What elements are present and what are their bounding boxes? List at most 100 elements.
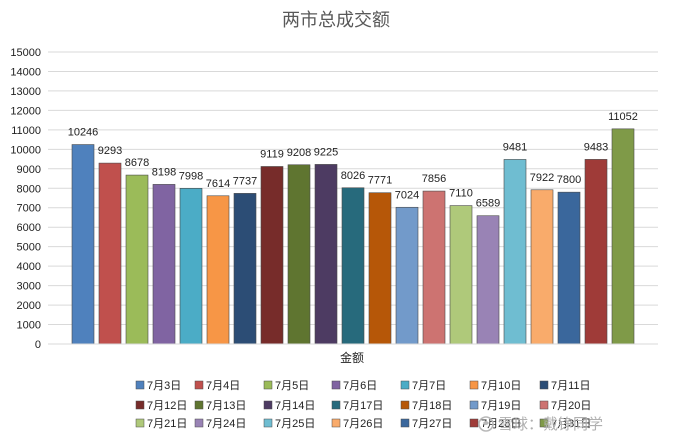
legend-label: 7月7日 bbox=[412, 380, 446, 392]
legend-swatch bbox=[135, 380, 145, 390]
bar bbox=[152, 184, 176, 345]
bar bbox=[125, 174, 149, 345]
legend-item: 7月13日 bbox=[194, 400, 246, 412]
y-tick-label: 11000 bbox=[11, 125, 41, 137]
legend-item: 7月27日 bbox=[400, 418, 452, 430]
snowball-logo-icon bbox=[478, 416, 494, 432]
bar bbox=[314, 164, 338, 345]
data-label: 9481 bbox=[503, 141, 527, 153]
legend-item: 7月6日 bbox=[331, 380, 377, 392]
data-label: 7800 bbox=[557, 174, 581, 186]
legend-swatch bbox=[135, 400, 145, 410]
bar bbox=[611, 128, 635, 345]
legend-swatch bbox=[400, 400, 410, 410]
legend-swatch bbox=[400, 380, 410, 390]
legend-label: 7月5日 bbox=[275, 380, 309, 392]
y-tick-label: 4000 bbox=[17, 261, 41, 273]
legend-swatch bbox=[194, 380, 204, 390]
legend-label: 7月18日 bbox=[412, 400, 452, 412]
bars bbox=[71, 128, 635, 345]
data-label: 10246 bbox=[68, 127, 99, 139]
y-tick-label: 8000 bbox=[17, 183, 41, 195]
data-label: 7856 bbox=[422, 173, 446, 185]
data-label: 8198 bbox=[152, 166, 176, 178]
legend-item: 7月31日 bbox=[539, 418, 591, 430]
chart-title: 两市总成交额 bbox=[282, 10, 390, 31]
data-label: 7771 bbox=[368, 175, 392, 187]
legend-swatch bbox=[539, 380, 549, 390]
data-label: 9483 bbox=[584, 141, 608, 153]
bar bbox=[98, 162, 122, 345]
legend-item: 7月5日 bbox=[263, 380, 309, 392]
legend-item: 7月4日 bbox=[194, 380, 240, 392]
y-tick-label: 0 bbox=[35, 339, 41, 351]
bar bbox=[206, 195, 230, 345]
y-tick-label: 10000 bbox=[10, 144, 41, 156]
legend-label: 7月13日 bbox=[206, 400, 246, 412]
data-label: 7998 bbox=[179, 170, 203, 182]
data-label: 7737 bbox=[233, 175, 257, 187]
legend-label: 7月26日 bbox=[343, 418, 383, 430]
y-tick-label: 2000 bbox=[17, 300, 41, 312]
legend-item: 7月14日 bbox=[263, 400, 315, 412]
legend-label: 7月6日 bbox=[343, 380, 377, 392]
data-label: 6589 bbox=[476, 198, 500, 210]
y-tick-label: 15000 bbox=[10, 47, 41, 59]
legend-item: 7月10日 bbox=[469, 380, 521, 392]
legend-swatch bbox=[263, 380, 273, 390]
legend-label: 7月12日 bbox=[147, 400, 187, 412]
legend-item: 7月24日 bbox=[194, 418, 246, 430]
legend-item: 7月26日 bbox=[331, 418, 383, 430]
y-tick-label: 3000 bbox=[17, 281, 41, 293]
legend-item: 7月11日 bbox=[539, 380, 591, 392]
legend-item: 7月12日 bbox=[135, 400, 187, 412]
data-label: 8678 bbox=[125, 157, 149, 169]
bar bbox=[503, 159, 527, 345]
legend: 7月3日 7月4日 7月5日 7月6日 7月7日 7月10日 7月11日 7月12日 7月13日… bbox=[135, 380, 591, 430]
y-tick-label: 13000 bbox=[10, 86, 41, 98]
y-tick-label: 1000 bbox=[17, 320, 41, 332]
legend-swatch bbox=[194, 400, 204, 410]
legend-label: 7月3日 bbox=[147, 380, 181, 392]
legend-item: 7月17日 bbox=[331, 400, 383, 412]
bar bbox=[287, 164, 311, 345]
bar bbox=[422, 190, 446, 345]
data-label: 11052 bbox=[608, 111, 638, 123]
bar bbox=[530, 189, 554, 345]
bar bbox=[260, 166, 284, 345]
bar bbox=[476, 215, 500, 345]
y-axis-ticks: 0 1000 2000 3000 4000 5000 6000 7000 8000 9000 100… bbox=[10, 47, 41, 351]
bar bbox=[557, 191, 581, 345]
legend-label: 7月10日 bbox=[481, 380, 521, 392]
legend-item: 7月7日 bbox=[400, 380, 446, 392]
bar bbox=[341, 187, 365, 345]
data-label: 7110 bbox=[449, 188, 473, 200]
legend-item: 7月19日 bbox=[469, 400, 521, 412]
legend-label: 7月31日 bbox=[551, 418, 591, 430]
legend-item: 7月18日 bbox=[400, 400, 452, 412]
y-tick-label: 9000 bbox=[17, 164, 41, 176]
watermark-text: 雪球：戴铮同学 bbox=[498, 415, 603, 433]
legend-swatch bbox=[469, 380, 479, 390]
legend-swatch bbox=[331, 400, 341, 410]
data-label: 7024 bbox=[395, 189, 419, 201]
bar bbox=[71, 144, 95, 345]
legend-swatch bbox=[135, 418, 145, 428]
legend-label: 7月17日 bbox=[343, 400, 383, 412]
x-category-label: 金额 bbox=[340, 350, 364, 365]
bar bbox=[179, 188, 203, 345]
legend-label: 7月19日 bbox=[481, 400, 521, 412]
bar bbox=[368, 192, 392, 345]
legend-swatch bbox=[400, 418, 410, 428]
legend-swatch bbox=[539, 400, 549, 410]
bar bbox=[584, 159, 608, 345]
legend-label: 7月25日 bbox=[275, 418, 315, 430]
legend-label: 7月21日 bbox=[147, 418, 187, 430]
legend-item: 7月21日 bbox=[135, 418, 187, 430]
legend-item: 7月3日 bbox=[135, 380, 181, 392]
legend-label: 7月24日 bbox=[206, 418, 246, 430]
legend-label: 7月11日 bbox=[551, 380, 591, 392]
data-label: 9225 bbox=[314, 146, 338, 158]
